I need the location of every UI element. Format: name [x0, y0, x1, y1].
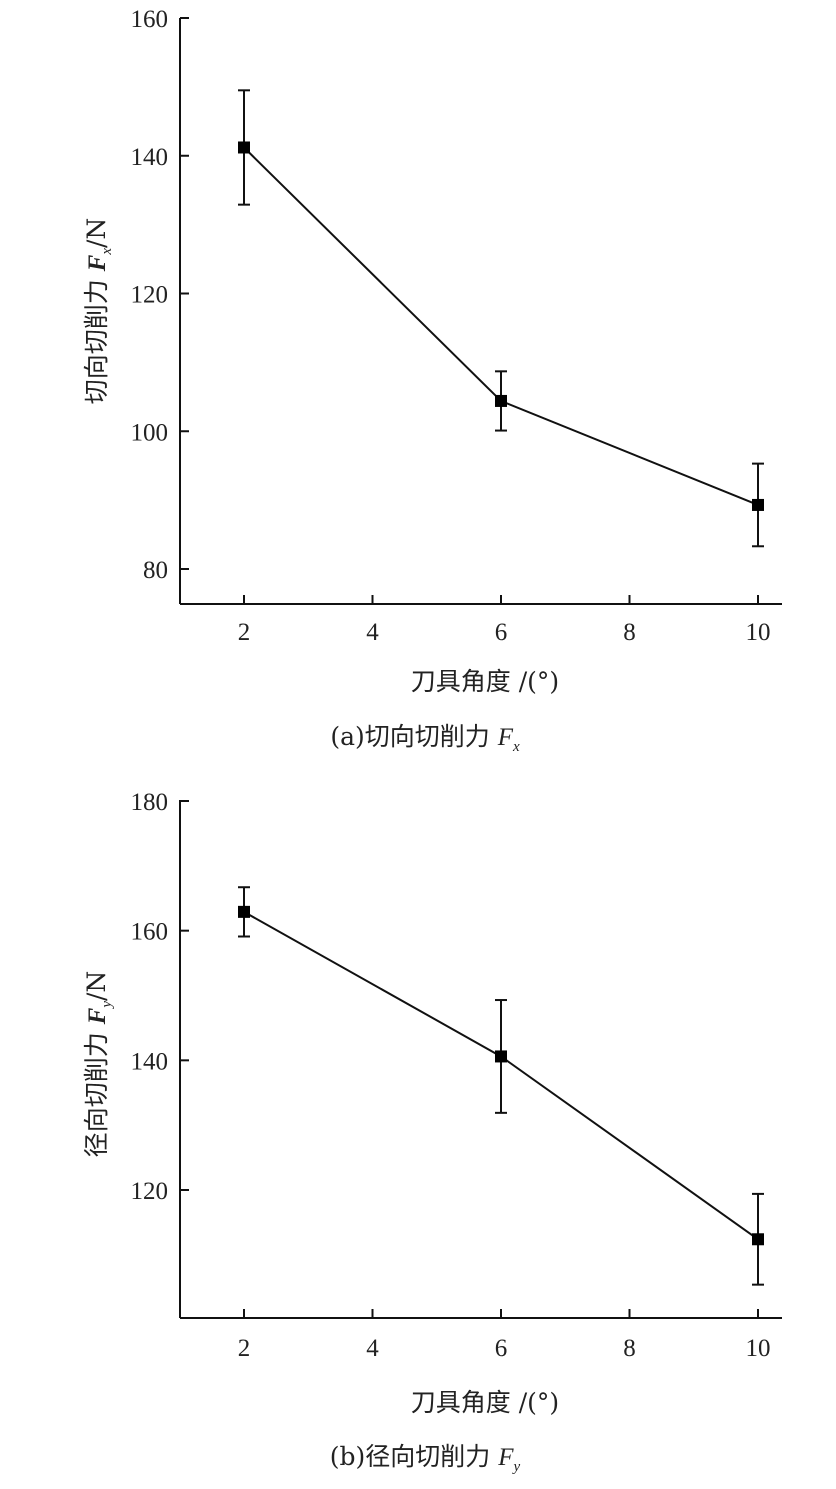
x-tick-label: 10: [746, 1335, 771, 1362]
x-tick-label: 4: [366, 1335, 379, 1362]
y-tick-label: 140: [131, 144, 169, 171]
y-axis-title-variable: F: [84, 1007, 111, 1025]
chart-radial-force: 120 140 160 180 2 4 6 8 10 刀具角度 /(°) 径向切削力 Fy/N (b)…: [82, 789, 782, 1475]
y-axis-title-subscript: x: [99, 248, 115, 256]
y-tick-label: 120: [131, 282, 169, 309]
x-tick-label: 2: [238, 1335, 251, 1362]
x-tick-label: 10: [746, 619, 771, 646]
x-axis-title: 刀具角度 /(°): [411, 1388, 559, 1417]
x-tick-label: 2: [238, 619, 251, 646]
y-axis-title-text: 径向切削力: [82, 1024, 111, 1157]
y-axis-title: 切向切削力 Fx/N: [82, 218, 115, 405]
chart-caption-text: (b)径向切削力: [330, 1442, 498, 1471]
data-point-marker: [752, 1233, 764, 1246]
y-tick-label: 160: [131, 6, 169, 33]
y-tick-label: 140: [131, 1048, 169, 1075]
x-tick-label: 8: [623, 619, 636, 646]
y-tick-label: 160: [131, 919, 169, 946]
x-tick-label: 8: [623, 1335, 636, 1362]
data-point-marker: [238, 141, 250, 154]
y-tick-label: 80: [143, 557, 168, 584]
chart-caption: (b)径向切削力 Fy: [330, 1442, 521, 1475]
chart-tangential-force: 80 100 120 140 160 2 4 6 8 10 刀具角度 /(°) 切向切削力 Fx/N (…: [82, 6, 782, 755]
y-axis-title: 径向切削力 Fy/N: [82, 971, 115, 1158]
y-axis-title-unit: /N: [82, 971, 111, 1001]
data-point-marker: [495, 1050, 507, 1063]
y-tick-label: 100: [131, 419, 169, 446]
chart-caption-variable: F: [497, 724, 514, 751]
chart-caption-subscript: y: [512, 1459, 521, 1475]
y-axis-title-variable: F: [84, 254, 111, 272]
x-tick-label: 6: [495, 619, 508, 646]
y-axis-title-subscript: y: [99, 1001, 115, 1010]
chart-caption-variable: F: [497, 1444, 514, 1471]
chart-caption: (a)切向切削力 Fx: [330, 722, 520, 755]
y-tick-label: 120: [131, 1178, 169, 1205]
x-tick-label: 4: [366, 619, 379, 646]
data-point-marker: [495, 394, 507, 407]
chart-caption-subscript: x: [512, 739, 520, 755]
y-axis-title-unit: /N: [82, 218, 111, 248]
data-point-marker: [752, 498, 764, 511]
y-tick-label: 180: [131, 789, 169, 816]
x-axis-title: 刀具角度 /(°): [411, 667, 559, 696]
y-axis-title-text: 切向切削力: [82, 271, 111, 404]
data-point-marker: [238, 905, 250, 918]
chart-caption-text: (a)切向切削力: [330, 722, 497, 751]
x-tick-label: 6: [495, 1335, 508, 1362]
series-line: [243, 146, 759, 506]
